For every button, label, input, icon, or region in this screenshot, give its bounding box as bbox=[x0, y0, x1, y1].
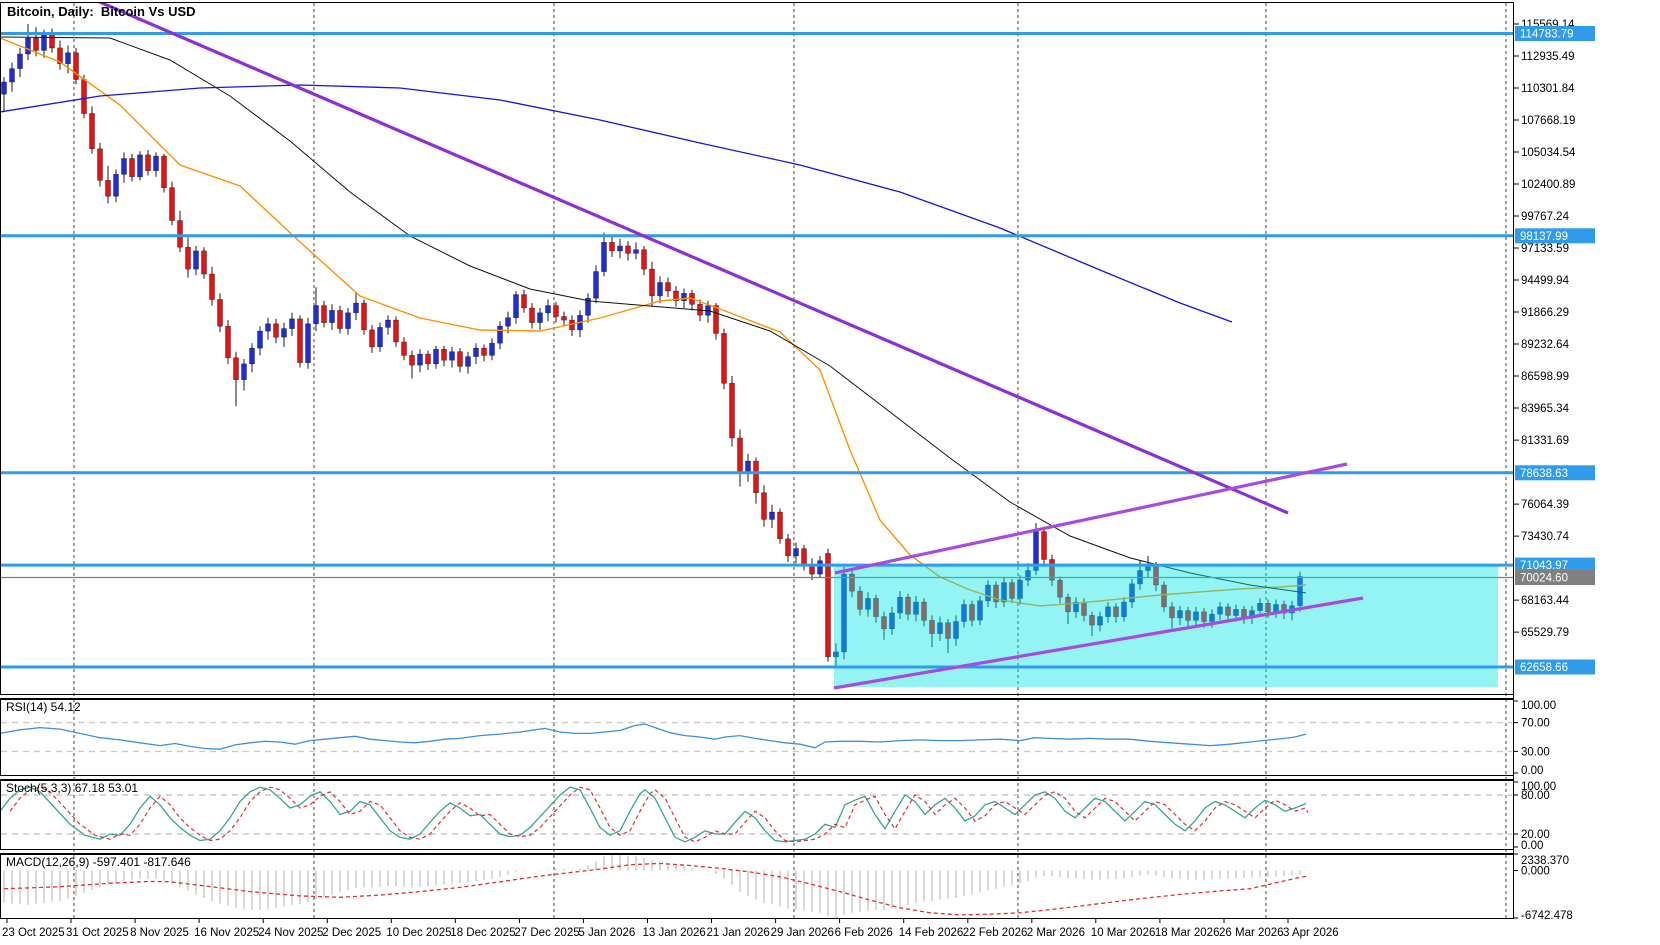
price-tick-label: 110301.84 bbox=[1521, 83, 1575, 95]
indicator-axis-label: 0.000 bbox=[1521, 866, 1550, 878]
svg-text:114783.79: 114783.79 bbox=[1520, 29, 1574, 41]
ma-slow-blue bbox=[1, 84, 1233, 323]
indicator-axis-label: -6742.478 bbox=[1521, 910, 1573, 922]
price-line-label bbox=[1515, 570, 1595, 585]
indicator-axis-label: 0.00 bbox=[1521, 765, 1543, 777]
macd-signal-line bbox=[3, 862, 1307, 916]
date-label: 6 Feb 2026 bbox=[835, 927, 893, 939]
date-label: 24 Nov 2025 bbox=[258, 927, 323, 939]
price-tick-label: 65529.79 bbox=[1521, 627, 1569, 639]
date-label: 16 Nov 2025 bbox=[194, 927, 259, 939]
chart-title: Bitcoin, Daily: Bitcoin Vs USD bbox=[7, 4, 196, 19]
date-label: 10 Dec 2025 bbox=[386, 927, 451, 939]
ma-mid-black bbox=[1, 36, 1307, 594]
horizontal-level-lines[interactable] bbox=[0, 32, 1513, 669]
price-tick-label: 97133.59 bbox=[1521, 243, 1569, 255]
price-tick-label: 73430.74 bbox=[1521, 531, 1570, 543]
rsi-panel bbox=[0, 721, 1512, 753]
date-label: 18 Dec 2025 bbox=[450, 927, 515, 939]
date-label: 14 Feb 2026 bbox=[899, 927, 964, 939]
date-label: 18 Mar 2026 bbox=[1155, 927, 1220, 939]
ma-fast-orange bbox=[1, 37, 1307, 607]
date-label: 10 Mar 2026 bbox=[1091, 927, 1156, 939]
svg-text:98137.99: 98137.99 bbox=[1520, 231, 1568, 243]
macd-panel bbox=[3, 854, 1307, 918]
date-label: 21 Jan 2026 bbox=[707, 927, 770, 939]
indicator-axis-label: 100.00 bbox=[1521, 781, 1556, 793]
date-label: 29 Jan 2026 bbox=[771, 927, 834, 939]
indicator-axis-label: 2338.370 bbox=[1521, 855, 1569, 867]
svg-text:70024.60: 70024.60 bbox=[1520, 573, 1568, 585]
consolidation-zone-rect[interactable] bbox=[834, 564, 1498, 688]
price-tick-label: 99767.24 bbox=[1521, 211, 1570, 223]
indicator-axis-label: 30.00 bbox=[1521, 746, 1550, 758]
time-axis: 23 Oct 2025 31 Oct 2025 8 Nov 2025 16 Nov 2… bbox=[0, 918, 1513, 939]
date-label: 27 Dec 2025 bbox=[514, 927, 579, 939]
date-label: 5 Jan 2026 bbox=[578, 927, 635, 939]
indicator-axis-label: 100.00 bbox=[1521, 700, 1556, 712]
price-tick-label: 112935.49 bbox=[1521, 51, 1575, 63]
date-label: 22 Feb 2026 bbox=[963, 927, 1028, 939]
stoch-k-line bbox=[0, 786, 1307, 843]
price-line-label bbox=[1515, 659, 1595, 675]
date-label: 2 Mar 2026 bbox=[1027, 927, 1085, 939]
date-label: 3 Apr 2026 bbox=[1283, 927, 1339, 939]
indicator-axis-label: 20.00 bbox=[1521, 829, 1550, 841]
svg-text:78638.63: 78638.63 bbox=[1520, 468, 1568, 480]
price-axis: 115569.14112935.49110301.84107668.191050… bbox=[1513, 2, 1595, 922]
price-line-label bbox=[1515, 557, 1595, 573]
price-tick-label: 94499.94 bbox=[1521, 275, 1570, 287]
price-line-label bbox=[1515, 228, 1595, 244]
price-line-label bbox=[1515, 465, 1595, 481]
date-label: 13 Jan 2026 bbox=[643, 927, 706, 939]
price-tick-label: 102400.89 bbox=[1521, 179, 1575, 191]
trendlines[interactable] bbox=[95, 0, 1364, 690]
price-tick-label: 68163.44 bbox=[1521, 595, 1570, 607]
indicator-axis-label: 0.00 bbox=[1521, 840, 1543, 852]
date-label: 23 Oct 2025 bbox=[2, 927, 65, 939]
date-label: 26 Mar 2026 bbox=[1219, 927, 1284, 939]
price-tick-label: 89232.64 bbox=[1521, 339, 1570, 351]
indicator-axis-label: 70.00 bbox=[1521, 718, 1550, 730]
price-tick-label: 81331.69 bbox=[1521, 435, 1569, 447]
date-label: 31 Oct 2025 bbox=[66, 927, 129, 939]
price-tick-label: 105034.54 bbox=[1521, 147, 1576, 159]
stoch-d-line bbox=[9, 786, 1309, 843]
macd-indicator-label: MACD(12,26,9) -597.401 -817.646 bbox=[6, 855, 191, 869]
price-tick-label: 107668.19 bbox=[1521, 115, 1575, 127]
stoch-indicator-label: Stoch(5,3,3) 67.18 53.01 bbox=[6, 781, 139, 795]
date-label: 2 Dec 2025 bbox=[322, 927, 381, 939]
vertical-gridlines bbox=[73, 3, 1507, 918]
price-tick-label: 86598.99 bbox=[1521, 371, 1569, 383]
price-tick-label: 76064.39 bbox=[1521, 499, 1569, 511]
price-tick-label: 83965.34 bbox=[1521, 403, 1570, 415]
svg-text:71043.97: 71043.97 bbox=[1520, 560, 1568, 572]
date-label: 8 Nov 2025 bbox=[130, 927, 189, 939]
price-line-label bbox=[1515, 26, 1595, 41]
stoch-panel bbox=[0, 786, 1512, 843]
svg-text:62658.66: 62658.66 bbox=[1520, 662, 1568, 674]
rsi-indicator-label: RSI(14) 54.12 bbox=[6, 700, 81, 714]
indicator-axis-label: 80.00 bbox=[1521, 790, 1550, 802]
price-tick-label: 91866.29 bbox=[1521, 307, 1569, 319]
